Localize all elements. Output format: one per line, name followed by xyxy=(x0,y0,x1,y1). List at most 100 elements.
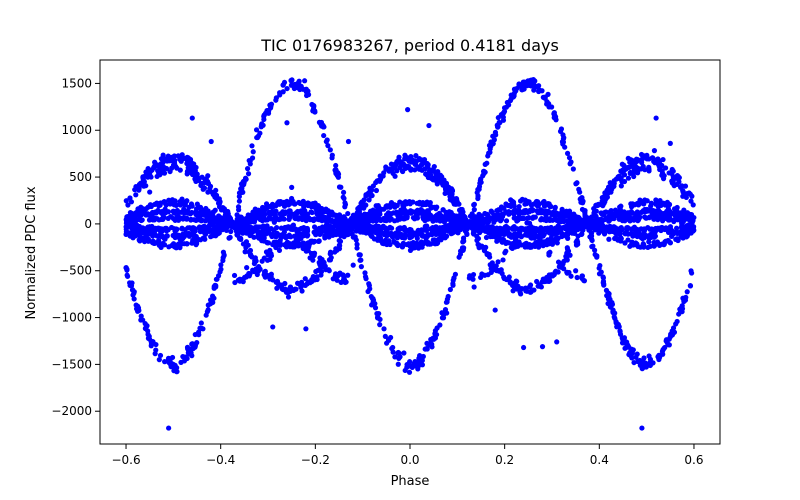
data-point xyxy=(621,336,627,342)
data-point xyxy=(438,226,444,233)
data-point xyxy=(199,174,205,180)
data-point xyxy=(357,257,363,263)
data-point xyxy=(456,207,463,213)
data-point xyxy=(384,239,390,245)
data-point xyxy=(601,281,607,287)
data-point xyxy=(135,211,141,218)
data-point xyxy=(295,243,302,249)
data-point xyxy=(574,180,580,186)
data-point xyxy=(414,235,420,241)
data-point xyxy=(302,276,308,282)
data-point xyxy=(471,284,477,290)
data-point xyxy=(636,201,643,207)
data-point xyxy=(532,83,538,89)
data-point xyxy=(480,224,486,230)
data-point xyxy=(684,229,690,235)
data-point xyxy=(179,225,185,231)
data-point xyxy=(537,238,543,244)
data-point xyxy=(622,240,628,246)
data-point xyxy=(437,322,443,328)
data-point xyxy=(188,350,194,356)
data-point xyxy=(503,104,509,110)
data-point xyxy=(229,222,235,228)
data-point xyxy=(380,240,386,246)
y-tick-label: −2000 xyxy=(51,404,92,418)
data-point xyxy=(403,201,410,207)
data-point xyxy=(397,354,403,360)
data-point xyxy=(501,231,507,237)
data-point xyxy=(480,173,486,179)
data-point xyxy=(303,326,309,332)
data-point xyxy=(551,238,557,244)
data-point xyxy=(152,351,158,357)
x-tick-label: −0.6 xyxy=(111,453,140,467)
data-point xyxy=(213,225,220,232)
data-point xyxy=(174,207,180,214)
data-point xyxy=(327,147,333,153)
data-point xyxy=(320,122,326,129)
y-tick-label: −500 xyxy=(59,264,92,278)
data-point xyxy=(377,322,383,328)
data-point xyxy=(390,344,396,351)
data-point xyxy=(483,234,490,241)
data-point xyxy=(245,242,251,248)
data-point xyxy=(424,227,430,233)
data-point xyxy=(136,185,142,192)
data-point xyxy=(422,233,428,239)
data-point xyxy=(624,230,630,236)
data-point xyxy=(373,187,380,194)
data-point xyxy=(261,116,267,123)
data-point xyxy=(543,217,549,224)
data-point xyxy=(220,206,227,212)
data-point xyxy=(400,209,406,215)
data-point xyxy=(237,276,243,282)
data-point xyxy=(236,222,242,228)
data-point xyxy=(467,273,473,279)
data-point xyxy=(626,213,632,219)
data-point xyxy=(606,236,612,242)
data-point xyxy=(236,198,243,204)
data-point xyxy=(431,164,437,170)
data-point xyxy=(289,195,295,202)
data-point xyxy=(299,225,305,231)
data-point xyxy=(644,156,650,162)
x-tick-label: −0.4 xyxy=(206,453,235,467)
data-point xyxy=(512,210,518,216)
data-point xyxy=(275,200,281,206)
data-point xyxy=(478,179,484,185)
data-point xyxy=(424,346,430,352)
data-point xyxy=(677,184,684,190)
data-point xyxy=(198,320,204,326)
y-tick-label: 1000 xyxy=(61,123,92,137)
data-point xyxy=(383,164,389,170)
data-point xyxy=(267,203,273,210)
data-point xyxy=(161,242,168,248)
data-point xyxy=(605,300,611,307)
data-point xyxy=(470,221,477,227)
data-point xyxy=(399,242,405,248)
data-point xyxy=(334,277,340,283)
data-point xyxy=(143,183,149,189)
data-point xyxy=(589,214,595,220)
data-point xyxy=(625,175,632,181)
data-point xyxy=(657,215,663,221)
data-point xyxy=(641,355,647,361)
y-tick-label: −1000 xyxy=(51,311,92,325)
data-point xyxy=(460,237,467,244)
data-point xyxy=(335,225,341,231)
data-point xyxy=(268,101,275,107)
data-point xyxy=(285,224,291,230)
data-point xyxy=(128,283,135,289)
data-point xyxy=(612,235,618,242)
data-point xyxy=(475,235,482,242)
data-point xyxy=(415,164,421,170)
data-point xyxy=(416,156,422,162)
data-point xyxy=(539,344,546,350)
data-point xyxy=(392,354,398,360)
data-point xyxy=(516,208,522,214)
data-point xyxy=(589,237,595,244)
data-point xyxy=(484,160,490,166)
data-point xyxy=(666,342,672,348)
data-point xyxy=(394,202,400,209)
data-point xyxy=(503,276,510,283)
